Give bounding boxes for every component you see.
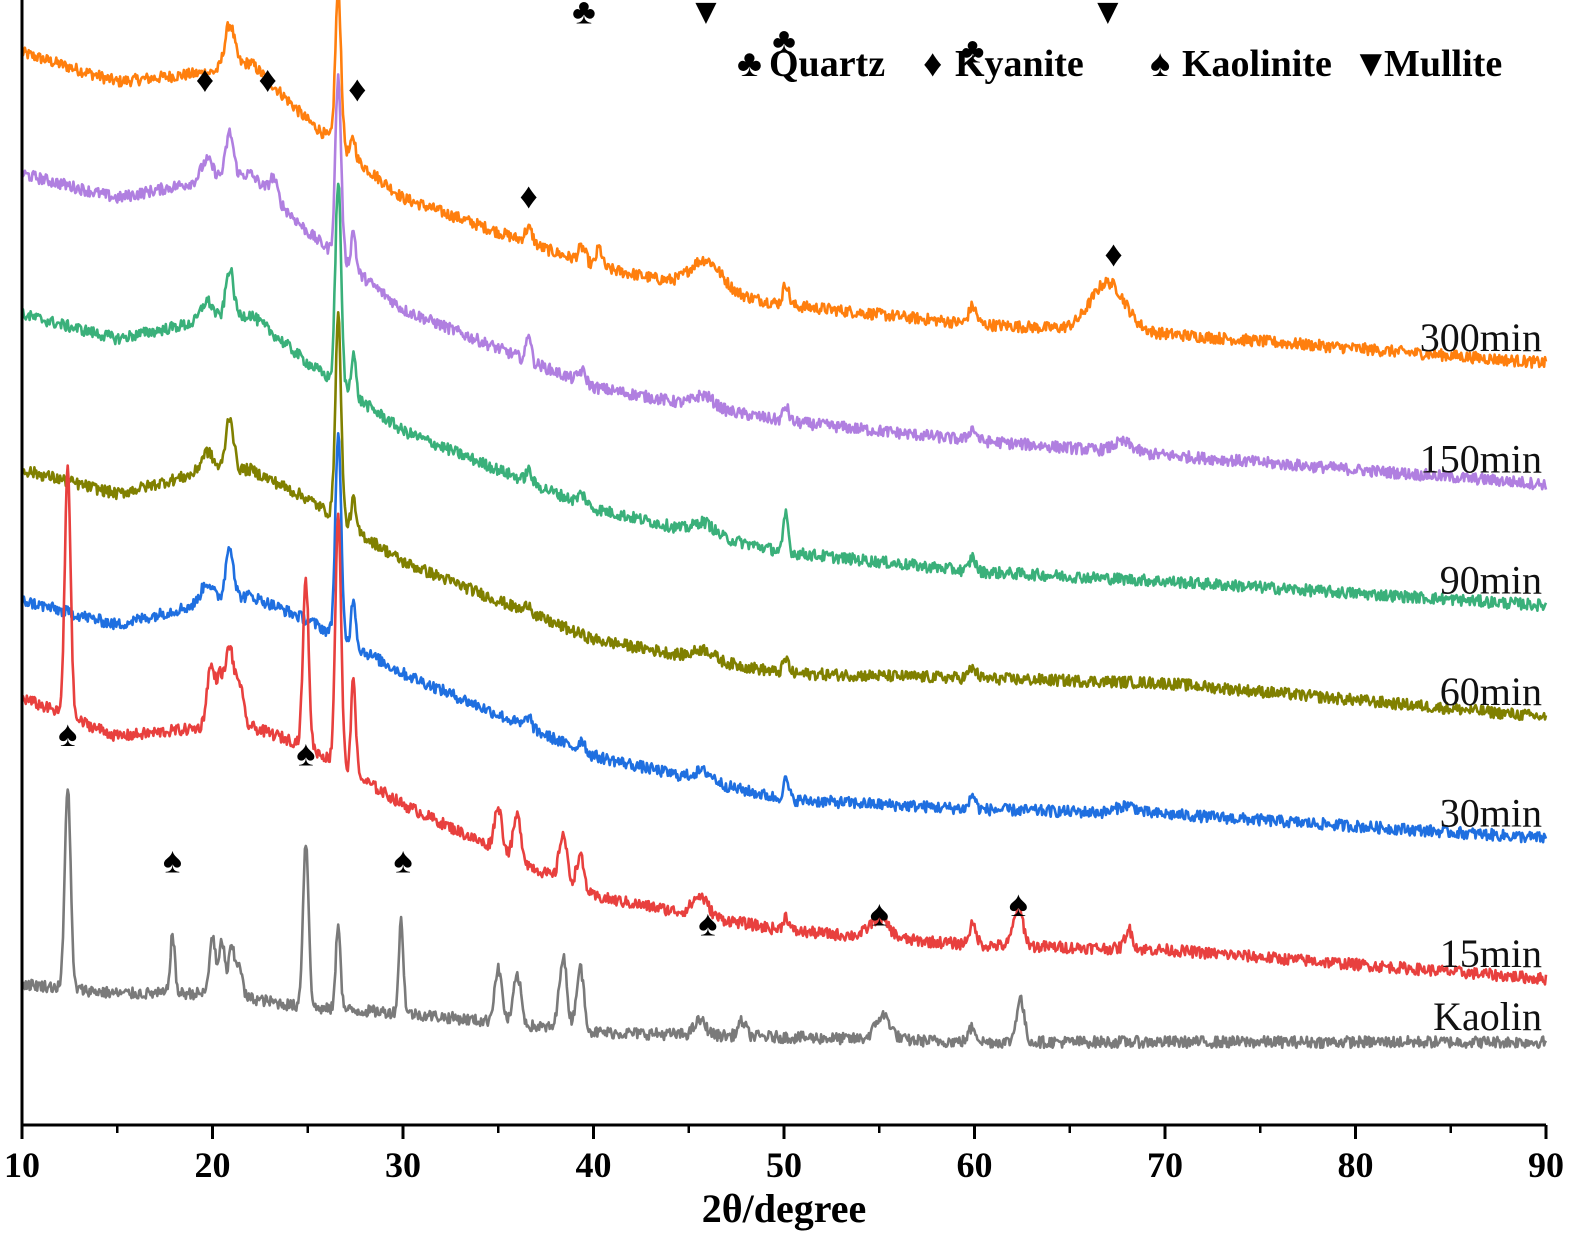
annotation-down-triangle-icon: ▼ [1090,0,1126,32]
series-label-Kaolin: Kaolin [1433,994,1542,1039]
series-line-90min [20,182,1548,612]
legend-down-triangle-icon: ▼ [1352,43,1390,85]
annotation-down-triangle-icon: ▼ [515,0,551,2]
series-line-15min [21,464,1548,986]
legend-club-icon: ♣ [737,43,762,85]
annotation-diamond-icon: ♦ [520,176,538,216]
legend-label-quartz: Quartz [769,43,885,85]
legend-label-mullite: Mullite [1384,43,1502,85]
annotation-diamond-icon: ♦ [1104,234,1122,274]
x-axis: 10 20 30 40 50 60 70 80 90 [4,0,1564,1185]
x-tick-label: 20 [195,1145,231,1185]
series-line-300min [20,0,1548,369]
series-line-150min [20,73,1548,491]
annotation-spade-icon: ♠ [296,734,315,774]
annotation-down-triangle-icon: ▼ [688,0,724,32]
annotation-spade-icon: ♠ [58,714,77,754]
x-tick-label: 40 [576,1145,612,1185]
annotation-diamond-icon: ♦ [196,59,214,99]
series-label-layer: 300min 150min 90min 60min 30min 15min Kaolin [1420,315,1542,1039]
series-line-30min [21,432,1548,844]
legend: ♣ Quartz ♦ Kyanite ♠ Kaolinite ▼Mullite [737,43,1502,85]
x-tick-label: 90 [1528,1145,1564,1185]
legend-diamond-icon: ♦ [923,43,942,85]
x-tick-label: 80 [1338,1145,1374,1185]
series-label-150min: 150min [1420,436,1542,481]
x-tick-label: 50 [766,1145,802,1185]
annotation-spade-icon: ♠ [870,894,889,934]
series-line-60min [20,311,1548,722]
legend-label-kaolinite: Kaolinite [1182,43,1332,85]
series-label-300min: 300min [1420,315,1542,360]
annotation-spade-icon: ♠ [1009,884,1028,924]
annotation-layer: ♣♦▼♣▼♣♣▼♦♦♦♦♦♠♠♠♠♠♠♠ [58,0,1126,943]
annotation-club-icon: ♣ [772,21,796,61]
annotation-diamond-icon: ♦ [259,59,277,99]
annotation-club-icon: ♣ [961,30,985,70]
series-label-15min: 15min [1440,931,1542,976]
annotation-club-icon: ♣ [572,0,596,32]
annotation-spade-icon: ♠ [698,903,717,943]
x-tick-label: 70 [1147,1145,1183,1185]
series-layer [20,0,1548,1050]
legend-spade-icon: ♠ [1150,43,1170,85]
x-axis-title: 2θ/degree [702,1186,867,1231]
x-tick-label: 10 [4,1145,40,1185]
series-line-Kaolin [20,788,1548,1050]
legend-label-kyanite: Kyanite [955,43,1084,85]
series-label-30min: 30min [1440,790,1542,835]
series-label-90min: 90min [1440,558,1542,603]
x-tick-label: 60 [957,1145,993,1185]
annotation-spade-icon: ♠ [163,840,182,880]
annotation-diamond-icon: ♦ [348,69,366,109]
x-tick-label: 30 [385,1145,421,1185]
annotation-spade-icon: ♠ [393,840,412,880]
series-label-60min: 60min [1440,669,1542,714]
